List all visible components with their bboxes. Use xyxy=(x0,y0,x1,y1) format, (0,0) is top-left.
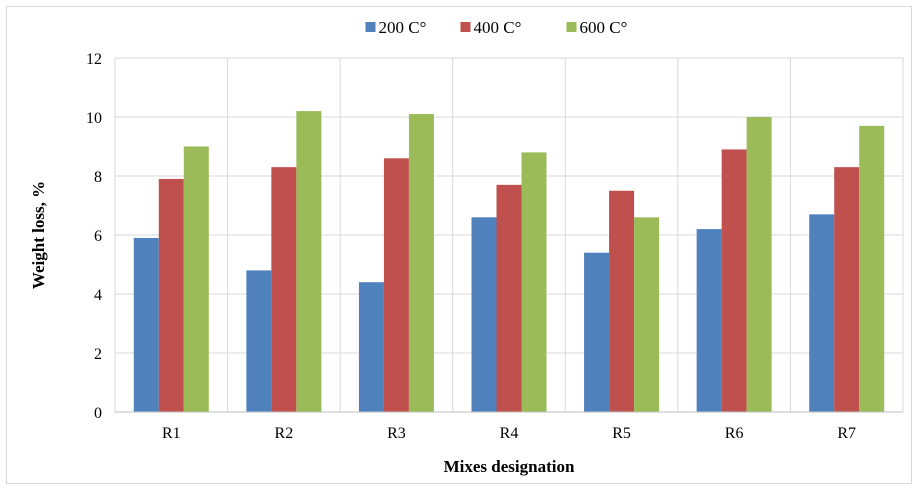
grid-lines xyxy=(114,57,904,412)
x-tick-label: R5 xyxy=(612,425,631,442)
x-tick-label: R4 xyxy=(500,425,519,442)
bar xyxy=(471,217,497,412)
bar xyxy=(721,149,747,412)
bar xyxy=(383,158,409,412)
legend-label: 600 C° xyxy=(580,18,628,37)
y-tick-label: 6 xyxy=(94,228,102,245)
bar xyxy=(246,270,272,412)
x-tick-label: R6 xyxy=(725,425,744,442)
legend-swatch xyxy=(460,22,471,32)
x-tick-label: R1 xyxy=(162,425,181,442)
legend-label: 400 C° xyxy=(474,18,522,37)
bar xyxy=(496,184,522,412)
y-tick-label: 12 xyxy=(86,51,102,68)
bar xyxy=(609,190,635,412)
legend-label: 200 C° xyxy=(379,18,427,37)
x-axis-title: Mixes designation xyxy=(444,457,575,476)
bar xyxy=(271,167,297,412)
bar xyxy=(521,152,547,412)
legend: 200 C° 400 C° 600 C° xyxy=(365,18,628,37)
bar xyxy=(358,282,384,412)
y-tick-label: 2 xyxy=(94,346,102,363)
bar xyxy=(696,229,722,412)
y-axis-title: Weight loss, % xyxy=(29,181,48,289)
bar xyxy=(133,237,159,412)
bar xyxy=(746,117,772,412)
bar xyxy=(809,214,835,412)
bar xyxy=(859,125,885,412)
bar xyxy=(584,252,610,412)
bar xyxy=(183,146,209,412)
x-tick-label: R7 xyxy=(837,425,856,442)
x-tick-label: R2 xyxy=(275,425,294,442)
y-tick-label: 4 xyxy=(94,287,102,304)
y-tick-label: 10 xyxy=(86,110,102,127)
y-tick-label: 0 xyxy=(94,405,102,422)
bar xyxy=(634,217,660,412)
y-tick-label: 8 xyxy=(94,169,102,186)
legend-swatch xyxy=(365,22,376,32)
bar xyxy=(834,167,860,412)
bar xyxy=(408,114,434,413)
axes: 0 2 4 6 8 10 12 R1 R2 R3 R4 R5 R6 R7 xyxy=(86,51,903,442)
legend-swatch xyxy=(566,22,577,32)
bar xyxy=(296,111,322,412)
bars xyxy=(133,111,885,413)
bar xyxy=(158,178,184,412)
x-tick-label: R3 xyxy=(387,425,406,442)
